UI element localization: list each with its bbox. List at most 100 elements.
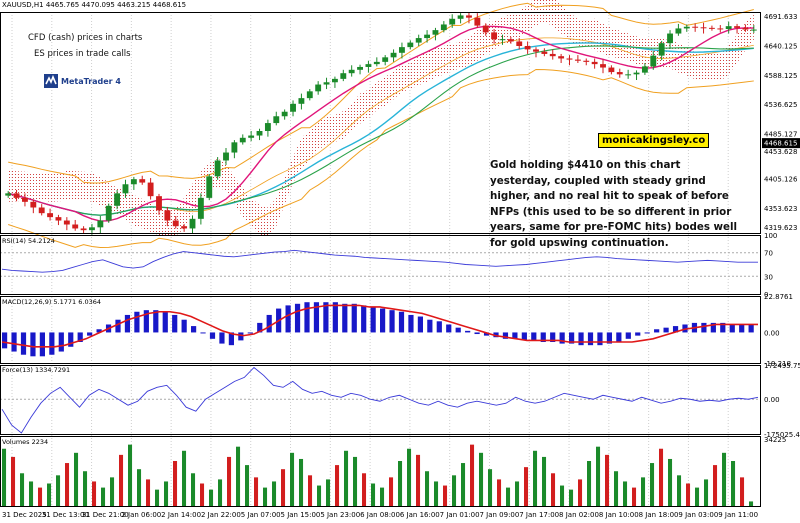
- bear-candle: [172, 220, 179, 227]
- volume-bar: [128, 444, 133, 506]
- bull-candle: [399, 47, 405, 53]
- macd-histogram-bar: [68, 332, 74, 347]
- price-tick-label: 4485.127: [764, 130, 797, 138]
- volume-bar: [551, 473, 556, 506]
- force-title: Force(13) 1334.7291: [2, 366, 71, 374]
- volume-bar: [236, 446, 241, 506]
- rsi-tick-label: 100: [764, 232, 777, 240]
- price-tick-label: 4353.623: [764, 205, 797, 213]
- bear-candle: [692, 26, 699, 28]
- bull-candle: [298, 98, 305, 104]
- macd-histogram-bar: [739, 324, 745, 333]
- volume-bar: [317, 485, 322, 506]
- volume-bar: [209, 489, 214, 506]
- current-price-box: [762, 138, 800, 149]
- volume-bar: [659, 448, 664, 506]
- volume-bar: [569, 489, 574, 506]
- bull-candle: [667, 33, 673, 44]
- macd-histogram-bar: [58, 332, 64, 352]
- symbol-header: XAUUSD,H1 4465.765 4470.095 4463.215 446…: [2, 1, 187, 9]
- volume-bar: [596, 446, 601, 506]
- x-tick-label: 6 Jan 16:00: [400, 511, 440, 519]
- price-tick-label: 4536.625: [764, 101, 797, 109]
- bull-candle: [248, 135, 255, 138]
- volume-bar: [56, 475, 61, 506]
- macd-histogram-bar: [247, 332, 253, 334]
- macd-title: MACD(12,26,9) 5.1771 6.0364: [2, 298, 101, 306]
- volume-bar: [425, 471, 430, 506]
- macd-histogram-bar: [323, 302, 329, 333]
- rsi-tick-label: 30: [764, 273, 773, 281]
- macd-histogram-bar: [635, 332, 641, 336]
- bull-candle: [323, 82, 330, 85]
- bull-candle: [373, 61, 380, 65]
- volume-bar: [650, 463, 655, 506]
- volume-bar: [695, 487, 700, 506]
- cfd-note: CFD (cash) prices in charts: [28, 33, 143, 43]
- volume-bar: [164, 481, 169, 506]
- bull-candle: [457, 15, 464, 19]
- macd-histogram-bar: [124, 314, 131, 333]
- volume-bar: [227, 456, 232, 506]
- volume-bar: [749, 501, 754, 506]
- volume-bar: [623, 481, 628, 506]
- bull-candle: [683, 26, 690, 29]
- bear-candle: [533, 49, 539, 52]
- macd-histogram-bar: [474, 332, 480, 335]
- volume-bar: [713, 465, 718, 506]
- volume-bar: [353, 456, 358, 506]
- macd-histogram-bar: [257, 322, 263, 333]
- bear-candle: [516, 41, 523, 46]
- macd-histogram-bar: [20, 332, 27, 355]
- bull-candle: [658, 43, 665, 56]
- bull-candle: [382, 57, 389, 62]
- volume-bar: [38, 487, 43, 506]
- website-badge[interactable]: monicakingsley.co: [598, 133, 710, 148]
- bear-candle: [717, 28, 724, 30]
- tenkan-line: [8, 25, 754, 222]
- bear-candle: [591, 61, 598, 65]
- macd-histogram-bar: [389, 310, 395, 333]
- macd-histogram-bar: [569, 332, 575, 344]
- volume-bar: [74, 452, 79, 506]
- price-tick-label: 4405.126: [764, 176, 798, 184]
- macd-histogram-bar: [2, 332, 8, 349]
- bear-candle: [80, 228, 87, 231]
- macd-histogram-bar: [559, 332, 565, 344]
- bull-candle: [750, 29, 757, 31]
- macd-histogram-bar: [455, 327, 461, 333]
- volume-bar: [137, 469, 142, 506]
- bull-candle: [390, 52, 397, 58]
- volume-bar: [2, 448, 7, 506]
- volume-bar: [263, 487, 268, 506]
- bear-candle: [47, 213, 54, 218]
- macd-histogram-bar: [228, 332, 234, 346]
- bull-candle: [650, 55, 657, 67]
- bull-candle: [97, 220, 104, 228]
- bull-candle: [625, 74, 632, 76]
- bollinger-upper-line: [8, 2, 754, 184]
- macd-histogram-bar: [427, 319, 433, 333]
- macd-histogram-bar: [701, 322, 707, 333]
- panel-frame-rsi: [0, 235, 761, 295]
- volume-title: Volumes 2234: [2, 438, 49, 446]
- volume-bar: [290, 452, 295, 506]
- bull-candle: [239, 137, 246, 143]
- macd-histogram-bar: [644, 332, 650, 334]
- bull-candle: [357, 66, 363, 70]
- bear-candle: [700, 27, 707, 29]
- bull-candle: [449, 18, 456, 25]
- bull-candle: [114, 193, 121, 206]
- bull-candle: [231, 142, 238, 153]
- volume-bar: [200, 483, 205, 506]
- bear-candle: [583, 60, 590, 62]
- x-tick-label: 31 Dec 21:00: [82, 511, 129, 519]
- volume-bar: [605, 454, 610, 506]
- bull-candle: [306, 91, 313, 99]
- bull-candle: [499, 39, 506, 41]
- volume-bar: [389, 477, 394, 506]
- panel-frame-force: [0, 365, 761, 435]
- macd-histogram-bar: [521, 332, 527, 341]
- volume-bar: [497, 479, 502, 506]
